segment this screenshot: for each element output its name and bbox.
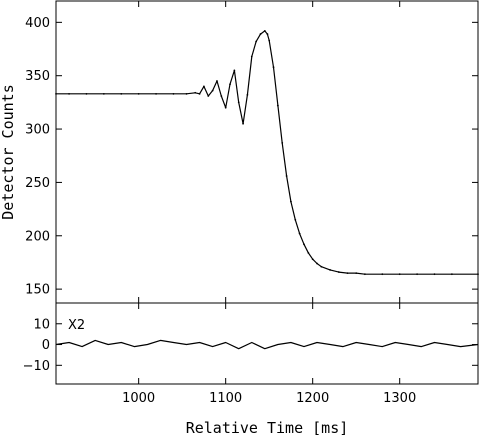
data-point xyxy=(307,251,310,254)
data-point xyxy=(207,95,210,97)
data-point xyxy=(137,92,140,95)
top-y-ticks: 150 200 250 300 350 400 xyxy=(25,16,478,298)
data-point xyxy=(355,272,358,275)
data-point xyxy=(311,258,314,261)
top-series xyxy=(55,29,479,276)
bottom-x-tick-label: 1200 xyxy=(296,391,329,406)
bottom-x-tick-label: 1300 xyxy=(383,391,416,406)
data-point xyxy=(224,106,227,109)
x-axis-label: Relative Time [ms] xyxy=(186,419,349,437)
bottom-x-ticks: 1000 1100 1200 1300 xyxy=(122,303,416,406)
data-point xyxy=(433,273,436,276)
bottom-x-tick-label: 1100 xyxy=(209,391,242,406)
bottom-x-tick-label: 1000 xyxy=(122,391,155,406)
data-point xyxy=(346,272,349,275)
data-point xyxy=(229,83,231,86)
data-point xyxy=(268,39,271,42)
data-point xyxy=(381,273,384,276)
data-point xyxy=(250,55,253,58)
data-point xyxy=(233,69,236,72)
data-point xyxy=(337,271,340,273)
bottom-residuals-line xyxy=(55,339,479,350)
residual-annotation: X2 xyxy=(68,318,85,333)
data-point xyxy=(194,91,197,94)
top-x-ticks xyxy=(138,1,401,303)
data-point xyxy=(102,92,105,95)
top-y-axis-label: Detector Counts xyxy=(0,84,17,219)
top-y-tick-label: 200 xyxy=(25,229,50,244)
data-point xyxy=(263,29,266,32)
top-y-tick-label: 350 xyxy=(25,69,50,84)
data-point xyxy=(242,122,244,125)
data-point xyxy=(259,33,262,35)
bottom-y-ticks: −10 0 10 xyxy=(23,317,478,374)
data-point xyxy=(266,33,269,35)
data-point xyxy=(320,265,323,268)
bottom-series xyxy=(55,339,479,350)
data-point xyxy=(477,273,479,276)
data-point xyxy=(203,85,205,88)
bottom-y-tick-label: −10 xyxy=(23,359,50,374)
data-point xyxy=(237,101,240,104)
data-point xyxy=(220,95,223,97)
data-point xyxy=(120,92,123,95)
data-point xyxy=(294,218,297,221)
top-y-tick-label: 150 xyxy=(25,283,50,298)
bottom-y-tick-label: 10 xyxy=(33,317,50,332)
data-point xyxy=(290,200,292,203)
data-point xyxy=(85,92,88,95)
data-point xyxy=(272,66,275,69)
data-point xyxy=(185,92,188,95)
data-point xyxy=(316,262,318,265)
data-point xyxy=(329,269,331,271)
data-point xyxy=(281,142,284,144)
top-y-tick-label: 250 xyxy=(25,176,50,191)
data-point xyxy=(68,92,70,95)
data-point xyxy=(255,40,258,43)
data-point xyxy=(216,80,218,82)
data-point xyxy=(172,92,175,95)
data-point xyxy=(246,94,249,96)
top-y-tick-label: 300 xyxy=(25,123,50,138)
data-point xyxy=(198,92,201,95)
bottom-y-tick-label: 0 xyxy=(42,338,50,353)
data-point xyxy=(155,92,157,95)
top-y-tick-label: 400 xyxy=(25,16,50,31)
data-point xyxy=(285,175,288,177)
data-point xyxy=(450,273,453,276)
data-point xyxy=(363,273,366,276)
data-point xyxy=(211,89,214,92)
data-point xyxy=(398,273,401,276)
data-point xyxy=(298,232,301,235)
data-point xyxy=(276,104,279,107)
data-point xyxy=(303,243,305,246)
bottom-panel: −10 0 10 1000 1100 1200 1300 X2 Relative Time… xyxy=(23,302,479,437)
data-point xyxy=(416,273,418,276)
bottom-panel-frame xyxy=(55,302,479,385)
data-point xyxy=(55,92,57,95)
